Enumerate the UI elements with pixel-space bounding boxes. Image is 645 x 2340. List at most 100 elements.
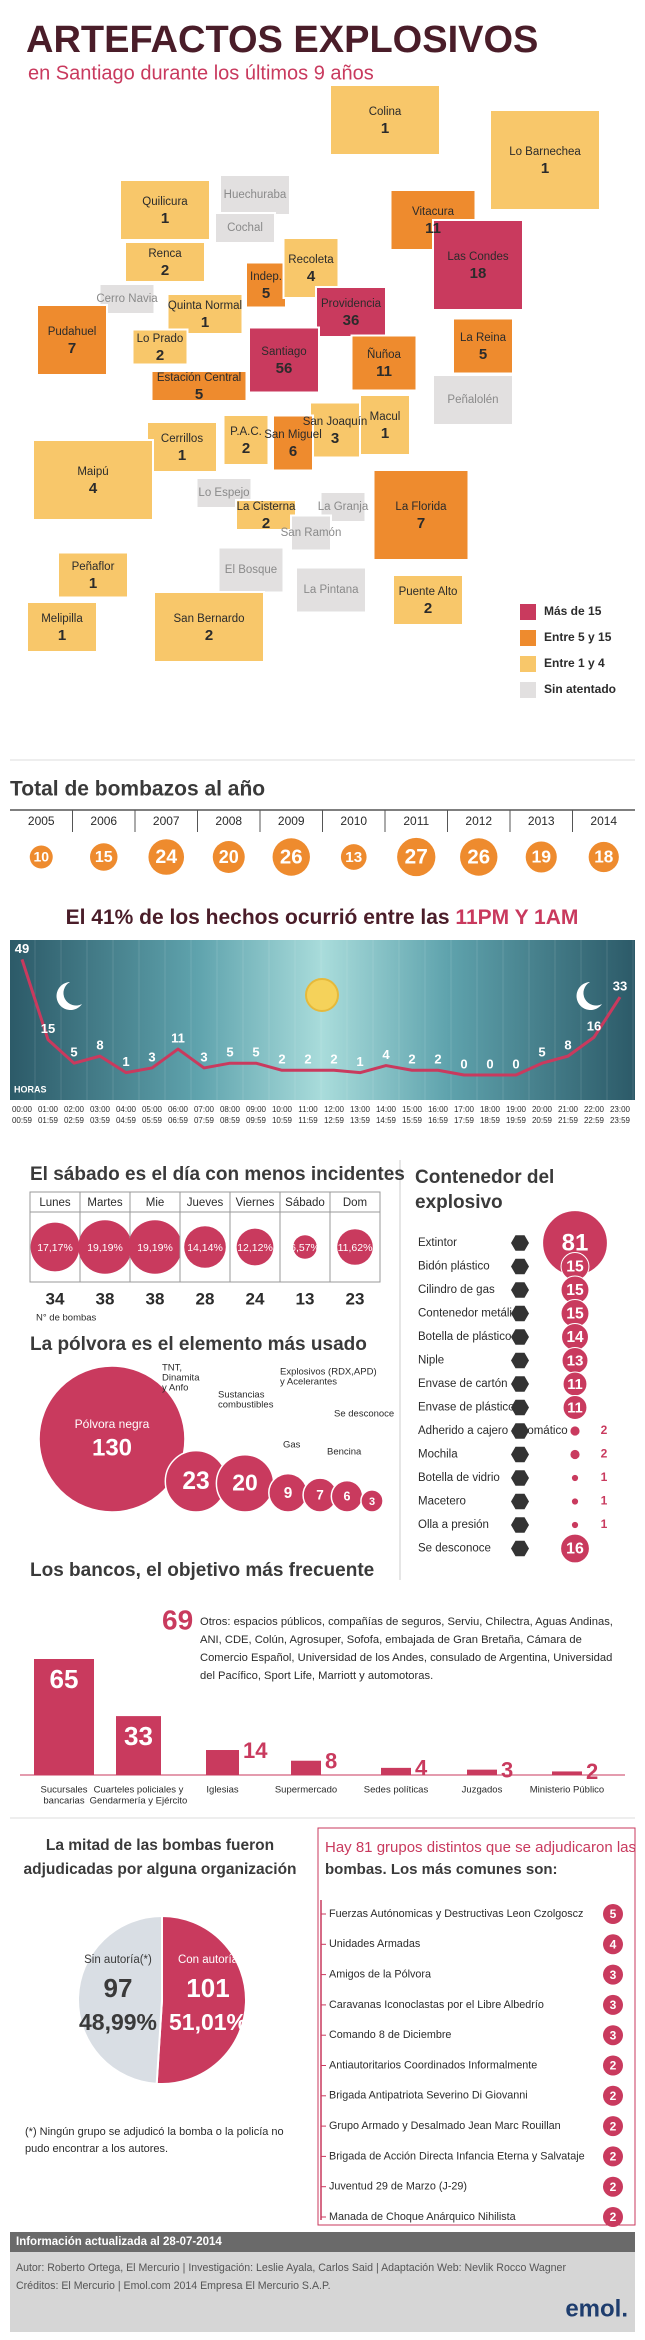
target-value: 33 <box>124 1721 153 1751</box>
hour-to: 00:59 <box>12 1116 33 1125</box>
container-icon <box>511 1258 529 1275</box>
hour-from: 15:00 <box>402 1105 423 1114</box>
commune-area <box>290 514 332 552</box>
footnote: pudo encontrar a los autores. <box>25 2143 168 2155</box>
year-value: 27 <box>405 846 428 869</box>
group-circle <box>603 2146 623 2167</box>
group-circle <box>603 1964 623 1985</box>
powder-value: 130 <box>92 1434 132 1461</box>
hour-from: 23:00 <box>610 1105 631 1114</box>
container-icon <box>511 1282 529 1298</box>
commune-name: El Bosque <box>225 564 277 576</box>
others-text: Comercio Español, Universidad de los And… <box>200 1652 612 1664</box>
day-label: Lunes <box>39 1197 71 1209</box>
target-bar <box>552 1771 582 1775</box>
hour-to: 06:59 <box>168 1116 189 1125</box>
group-name: Unidades Armadas <box>329 1938 421 1950</box>
hour-from: 08:00 <box>220 1105 241 1114</box>
hour-from: 21:00 <box>558 1105 579 1114</box>
container-circle <box>569 1448 581 1461</box>
hour-to: 22:59 <box>584 1116 605 1125</box>
hour-value: 2 <box>330 1052 337 1067</box>
target-label: Supermercado <box>275 1785 337 1796</box>
page-title: ARTEFACTOS EXPLOSIVOS <box>26 19 538 61</box>
day-circle <box>128 1220 182 1274</box>
day-circle <box>293 1235 317 1259</box>
container-value: 16 <box>566 1541 584 1558</box>
commune-value: 1 <box>89 575 97 592</box>
hour-to: 17:59 <box>454 1116 475 1125</box>
powder-value: 7 <box>316 1488 324 1503</box>
group-value: 2 <box>610 2210 617 2224</box>
day-circle <box>236 1228 274 1266</box>
hours-line <box>20 958 622 1077</box>
powder-circle <box>360 1489 384 1513</box>
group-circle <box>603 1934 623 1955</box>
section-title: Los bancos, el objetivo más frecuente <box>30 1560 374 1581</box>
container-label: Cilindro de gas <box>418 1284 495 1296</box>
year-circle <box>272 838 310 876</box>
group-name: Manada de Choque Anárquico Nihilista <box>329 2211 516 2223</box>
commune-value: 1 <box>201 314 209 331</box>
target-value: 14 <box>243 1738 268 1763</box>
day-percent: 17,17% <box>37 1242 73 1254</box>
hour-to: 14:59 <box>376 1116 397 1125</box>
container-icon <box>511 1446 529 1463</box>
container-value: 2 <box>601 1423 608 1437</box>
hour-to: 13:59 <box>350 1116 371 1125</box>
commune-area <box>153 591 265 663</box>
target-bar <box>291 1760 321 1775</box>
container-value: 81 <box>562 1229 589 1256</box>
container-circle <box>570 1473 580 1483</box>
container-label: Se desconoce <box>418 1543 491 1555</box>
commune-area <box>452 317 514 375</box>
hour-to: 10:59 <box>272 1116 293 1125</box>
day-circle <box>337 1229 373 1265</box>
powder-value: 20 <box>232 1469 257 1495</box>
target-label: bancarias <box>43 1796 84 1807</box>
powder-label: Pólvora negra <box>75 1417 150 1431</box>
hour-value: 0 <box>460 1056 467 1071</box>
container-circle <box>560 1533 590 1564</box>
commune-name: Peñaflor <box>72 561 115 573</box>
section-title: Total de bombazos al año <box>10 778 265 801</box>
year-circle <box>148 839 185 875</box>
commune-name: Puente Alto <box>399 586 458 598</box>
target-label: Juzgados <box>462 1785 503 1796</box>
commune-area <box>392 574 464 626</box>
commune-name: La Florida <box>395 501 447 513</box>
legend-swatch <box>520 604 536 620</box>
day-circle <box>30 1222 80 1272</box>
target-bar <box>381 1767 411 1775</box>
group-circle <box>603 2025 623 2046</box>
container-icon <box>511 1517 529 1533</box>
commune-value: 1 <box>58 627 66 644</box>
target-value: 3 <box>501 1757 513 1782</box>
target-label: Ministerio Público <box>530 1785 604 1796</box>
commune-name: La Cisterna <box>237 501 296 513</box>
year-label: 2012 <box>465 814 492 828</box>
commune-area <box>222 414 270 466</box>
hour-value: 15 <box>41 1021 55 1036</box>
container-value: 15 <box>566 1282 584 1299</box>
container-value: 14 <box>566 1329 584 1346</box>
hour-from: 06:00 <box>168 1105 189 1114</box>
day-percent: 14,14% <box>187 1242 223 1254</box>
year-circle <box>525 841 557 873</box>
commune-value: 56 <box>276 360 293 377</box>
hour-from: 18:00 <box>480 1105 501 1114</box>
year-label: 2014 <box>590 814 617 828</box>
section-title: La mitad de las bombas fueron <box>46 1837 274 1854</box>
hour-from: 11:00 <box>298 1105 318 1114</box>
legend-swatch <box>520 682 536 698</box>
container-label: Mochila <box>418 1449 458 1461</box>
pie-value: 101 <box>186 1973 229 2003</box>
year-value: 15 <box>95 849 113 866</box>
group-value: 2 <box>610 2089 617 2103</box>
hour-value: 33 <box>613 979 627 994</box>
hour-from: 19:00 <box>506 1105 527 1114</box>
pie-label: Con autoría <box>178 1954 239 1966</box>
container-value: 1 <box>601 1494 608 1508</box>
year-circle <box>397 837 436 877</box>
commune-value: 5 <box>262 285 270 302</box>
